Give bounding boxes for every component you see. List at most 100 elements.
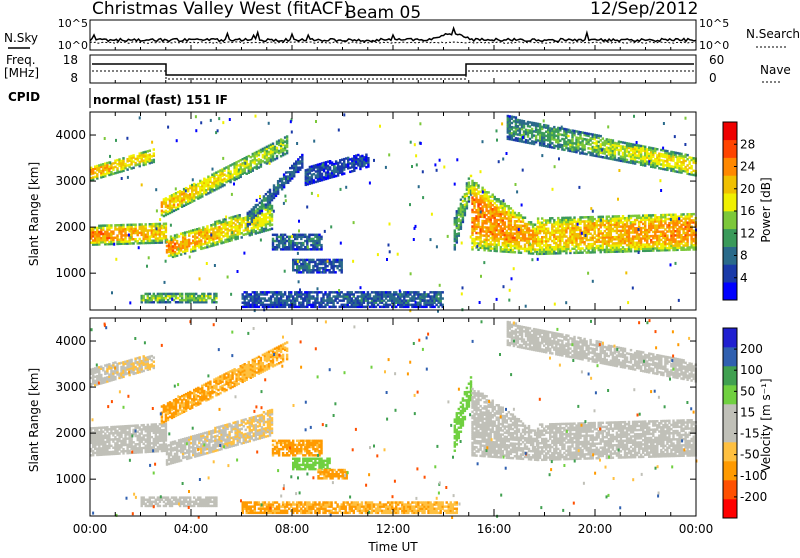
power-cell: [640, 237, 642, 239]
power-cell: [266, 150, 268, 152]
power-cell: [214, 244, 216, 246]
power-cell: [498, 215, 500, 217]
power-cell: [481, 209, 483, 211]
power-cell: [288, 238, 290, 240]
power-cell: [256, 304, 258, 306]
power-cell: [519, 119, 521, 121]
power-cell: [194, 229, 196, 231]
power-cell: [610, 220, 612, 222]
power-cell: [184, 244, 186, 246]
power-cell: [454, 246, 456, 248]
power-cell: [620, 217, 622, 219]
power-cell: [165, 227, 167, 229]
power-cell: [272, 242, 274, 244]
power-cell: [149, 150, 151, 152]
power-cell: [509, 128, 511, 130]
power-cell: [589, 220, 591, 222]
power-cell: [132, 154, 134, 156]
power-cell: [174, 238, 176, 240]
power-cell: [329, 166, 331, 168]
power-cell: [583, 241, 585, 243]
power-cell: [569, 241, 571, 243]
power-cell: [387, 304, 389, 306]
power-cell: [347, 304, 349, 306]
power-cell: [155, 237, 157, 239]
power-cell: [553, 126, 555, 128]
power-cell: [180, 253, 182, 255]
power-cell: [509, 126, 511, 128]
power-cell: [276, 155, 278, 157]
power-cell: [549, 133, 551, 135]
power-cell: [650, 239, 652, 241]
power-cell: [147, 231, 149, 233]
power-cell: [518, 237, 520, 239]
power-cell: [579, 235, 581, 237]
power-cell: [498, 219, 500, 221]
power-cell: [265, 219, 267, 221]
power-cell: [296, 299, 298, 301]
nave-label: Nave: [760, 63, 791, 77]
power-cell: [589, 218, 591, 220]
power-cell: [320, 248, 322, 250]
power-cell: [541, 246, 543, 248]
power-cell: [514, 251, 516, 253]
power-cell: [264, 297, 266, 299]
power-cell: [316, 291, 318, 293]
power-cell: [185, 187, 187, 189]
power-cell: [114, 224, 116, 226]
power-cell: [650, 227, 652, 229]
power-cell: [620, 242, 622, 244]
power-cell: [357, 154, 359, 156]
power-cell: [670, 226, 672, 228]
power-cell: [477, 242, 479, 244]
power-cell: [496, 248, 498, 250]
power-cell: [579, 137, 581, 139]
power-cell: [466, 203, 468, 205]
power-cell: [477, 226, 479, 228]
power-cell: [215, 186, 217, 188]
power-cell: [301, 154, 303, 156]
power-cell: [660, 226, 662, 228]
power-cell: [559, 231, 561, 233]
power-cell: [234, 215, 236, 217]
power-cell: [307, 173, 309, 175]
power-cell: [124, 167, 126, 169]
power-cell: [327, 177, 329, 179]
power-cell: [316, 263, 318, 265]
power-cell: [96, 175, 98, 177]
power-cell: [145, 242, 147, 244]
power-cell: [565, 229, 567, 231]
power-cell: [620, 240, 622, 242]
power-cell: [602, 216, 604, 218]
power-cell: [630, 227, 632, 229]
power-cell: [256, 293, 258, 295]
power-cell: [244, 169, 246, 171]
nave-tick-bottom: 0: [709, 71, 717, 85]
power-cell: [316, 265, 318, 267]
power-cell: [124, 232, 126, 234]
power-cell: [104, 224, 106, 226]
power-cell: [185, 201, 187, 203]
power-cell: [367, 291, 369, 293]
power-cell: [326, 299, 328, 301]
power-cell: [528, 231, 530, 233]
power-cell: [285, 171, 287, 173]
power-cell: [387, 299, 389, 301]
power-cell: [245, 216, 247, 218]
power-cell: [504, 221, 506, 223]
power-cell: [200, 239, 202, 241]
power-cell: [316, 242, 318, 244]
power-cell: [332, 302, 334, 304]
power-cell: [276, 299, 278, 301]
power-cell: [317, 166, 319, 168]
power-cell: [165, 212, 167, 214]
power-cell: [508, 205, 510, 207]
power-cell: [245, 227, 247, 229]
power-cell: [510, 207, 512, 209]
power-cell: [239, 214, 241, 216]
power-cell: [468, 198, 470, 200]
power-cell: [498, 244, 500, 246]
power-cell: [528, 221, 530, 223]
power-cell: [215, 295, 217, 297]
power-cell: [124, 230, 126, 232]
